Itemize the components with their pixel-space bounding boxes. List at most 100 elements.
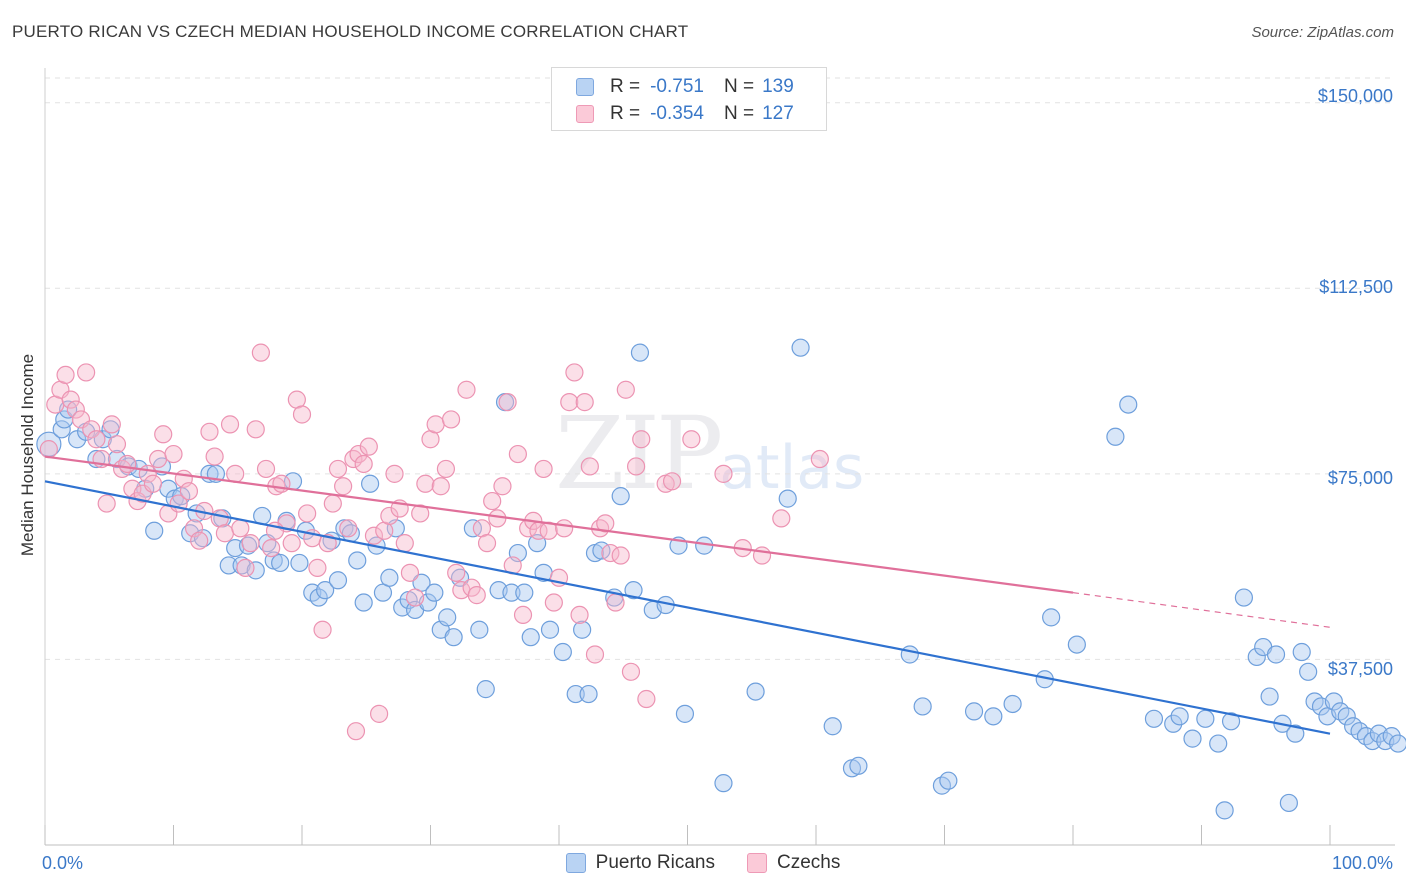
czech-point <box>359 437 378 456</box>
puerto-rican-point <box>1183 729 1202 748</box>
puerto-rican-point <box>579 684 598 704</box>
czech-point <box>282 534 301 553</box>
czech-point <box>97 494 116 513</box>
czech-point <box>339 519 358 538</box>
puerto-rican-point <box>1119 395 1138 414</box>
puerto-rican-point <box>1003 694 1022 714</box>
puerto-rican-point <box>380 568 399 587</box>
czech-point <box>555 519 574 538</box>
czech-point <box>400 563 420 582</box>
puerto-rican-point <box>521 628 540 647</box>
czech-point <box>416 474 435 493</box>
czech-point <box>82 420 101 439</box>
puerto-rican-point <box>476 680 495 699</box>
puerto-rican-point <box>1170 707 1189 726</box>
czech-point <box>205 447 224 466</box>
czech-point <box>364 526 384 545</box>
puerto-rican-point <box>1292 642 1311 662</box>
czech-point <box>262 538 281 558</box>
y-tick-label-150000: $150,000 <box>1317 86 1393 106</box>
czech-point <box>61 390 80 409</box>
puerto-rican-point <box>1266 645 1286 664</box>
legend-n-value: 139 <box>762 76 794 97</box>
czech-point <box>534 459 553 479</box>
czech-point <box>714 464 733 483</box>
legend-n-label: N = <box>723 103 755 124</box>
czech-point <box>102 415 121 434</box>
czech-point <box>493 477 512 496</box>
puerto-rican-point <box>354 593 373 612</box>
puerto-rican-point <box>361 474 380 493</box>
czech-point <box>585 645 605 664</box>
czech-point <box>457 380 476 399</box>
x-tick-label-max: 100.0% <box>1331 853 1393 873</box>
czech-point <box>190 531 209 550</box>
czech-point <box>179 482 199 501</box>
puerto-rican-point <box>238 536 258 555</box>
czech-point <box>226 464 245 483</box>
czech-point <box>346 722 366 741</box>
czech-point <box>447 563 466 582</box>
czech-point <box>164 444 183 464</box>
czech-point <box>349 444 368 464</box>
czech-point <box>682 430 701 449</box>
puerto-rican-point <box>515 583 534 602</box>
puerto-rican-point <box>1221 712 1241 731</box>
puerto-rican-point <box>309 588 328 607</box>
puerto-rican-point <box>438 608 457 627</box>
czech-point <box>632 430 651 449</box>
czech-point <box>752 546 772 565</box>
series-legend: Puerto Ricans Czechs <box>0 852 1406 874</box>
czech-point <box>637 689 656 709</box>
puerto-rican-point <box>470 620 489 639</box>
puerto-rican-point <box>939 771 958 790</box>
puerto-rican-point <box>316 581 335 600</box>
czech-point <box>570 605 589 625</box>
czech-point <box>810 449 829 469</box>
czech-point <box>565 363 584 382</box>
puerto-rican-point <box>849 756 868 775</box>
watermark: ZIPatlas <box>555 395 864 512</box>
czech-point <box>426 415 445 434</box>
puerto-rican-point <box>1247 647 1266 667</box>
puerto-rican-point <box>624 581 643 600</box>
czech-point <box>575 393 594 412</box>
czech-point <box>118 454 137 474</box>
puerto-rican-point <box>1299 662 1318 681</box>
czech-point <box>66 400 85 419</box>
puerto-rican-point <box>1286 724 1305 743</box>
puerto-rican-point <box>984 707 1003 726</box>
series-swatch-pink <box>746 853 767 873</box>
czech-point <box>395 534 414 553</box>
legend-r-value: -0.751 <box>650 76 704 97</box>
legend-row-puerto-ricans: R = -0.751 N = 139 <box>576 75 794 99</box>
czech-point <box>411 504 430 523</box>
puerto-rican-point <box>1164 714 1183 733</box>
legend-swatch-blue <box>576 78 594 96</box>
czech-point <box>370 704 389 723</box>
puerto-rican-point <box>1260 687 1279 706</box>
puerto-rican-point <box>425 583 444 602</box>
puerto-rican-point <box>1389 734 1406 753</box>
czech-point <box>318 534 337 553</box>
puerto-rican-point <box>964 702 984 721</box>
czech-point <box>241 534 260 553</box>
y-tick-label-112500: $112,500 <box>1319 277 1393 297</box>
puerto-rican-point <box>540 620 560 639</box>
puerto-rican-point <box>778 489 797 508</box>
puerto-rican-point <box>502 583 521 602</box>
czech-point <box>231 519 250 538</box>
puerto-rican-point <box>1337 707 1356 726</box>
czech-point <box>39 440 58 459</box>
series-legend-puerto-ricans: Puerto Ricans <box>565 852 715 874</box>
puerto-rican-point <box>271 553 290 573</box>
czech-point <box>200 422 219 441</box>
czech-point <box>606 593 625 612</box>
czech-point <box>107 435 127 454</box>
czech-point <box>323 494 342 513</box>
puerto-rican-point <box>1144 709 1164 728</box>
puerto-rican-point <box>791 338 810 357</box>
czech-point <box>56 365 75 385</box>
legend-row-czechs: R = -0.354 N = 127 <box>576 102 794 126</box>
puerto-rican-point <box>630 343 650 362</box>
